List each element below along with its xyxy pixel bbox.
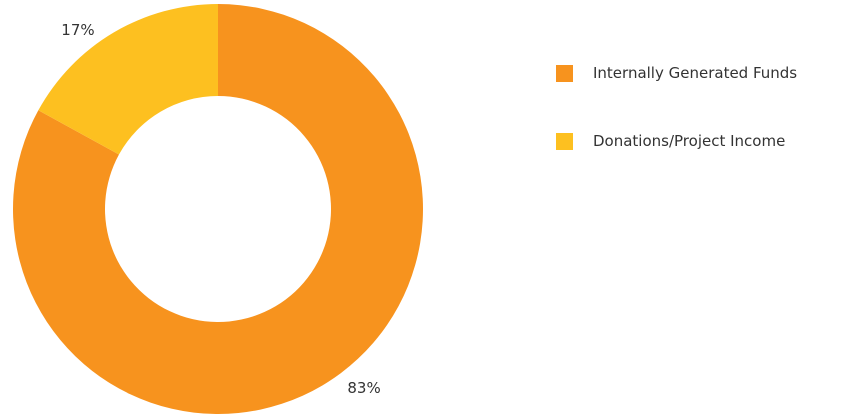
slice-internally-generated-funds: [13, 4, 424, 414]
legend-swatch-internally-generated-funds: [556, 64, 573, 82]
legend-item-internally-generated-funds: Internally Generated Funds: [556, 58, 797, 88]
legend-label-donations-project-income: Donations/Project Income: [593, 132, 786, 150]
donut-slices: [13, 4, 424, 414]
data-labels: 83% 17%: [61, 21, 380, 397]
legend-item-donations-project-income: Donations/Project Income: [556, 126, 797, 156]
legend-swatch-donations-project-income: [556, 132, 573, 150]
legend-label-internally-generated-funds: Internally Generated Funds: [593, 64, 798, 82]
legend: Internally Generated Funds Donations/Pro…: [556, 58, 797, 194]
data-label-internally-generated-funds: 83%: [347, 379, 380, 397]
slice-donations-project-income: [38, 4, 218, 155]
data-label-donations-project-income: 17%: [61, 21, 94, 39]
